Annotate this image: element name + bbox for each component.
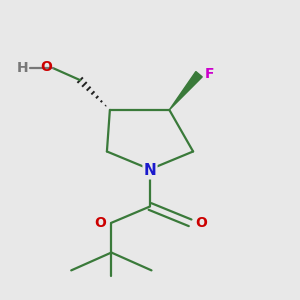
Text: O: O bbox=[94, 216, 106, 230]
Text: N: N bbox=[144, 163, 156, 178]
Text: O: O bbox=[40, 60, 52, 74]
Polygon shape bbox=[169, 71, 202, 110]
Text: H: H bbox=[16, 61, 28, 75]
Text: O: O bbox=[196, 216, 207, 230]
Text: F: F bbox=[204, 67, 214, 81]
